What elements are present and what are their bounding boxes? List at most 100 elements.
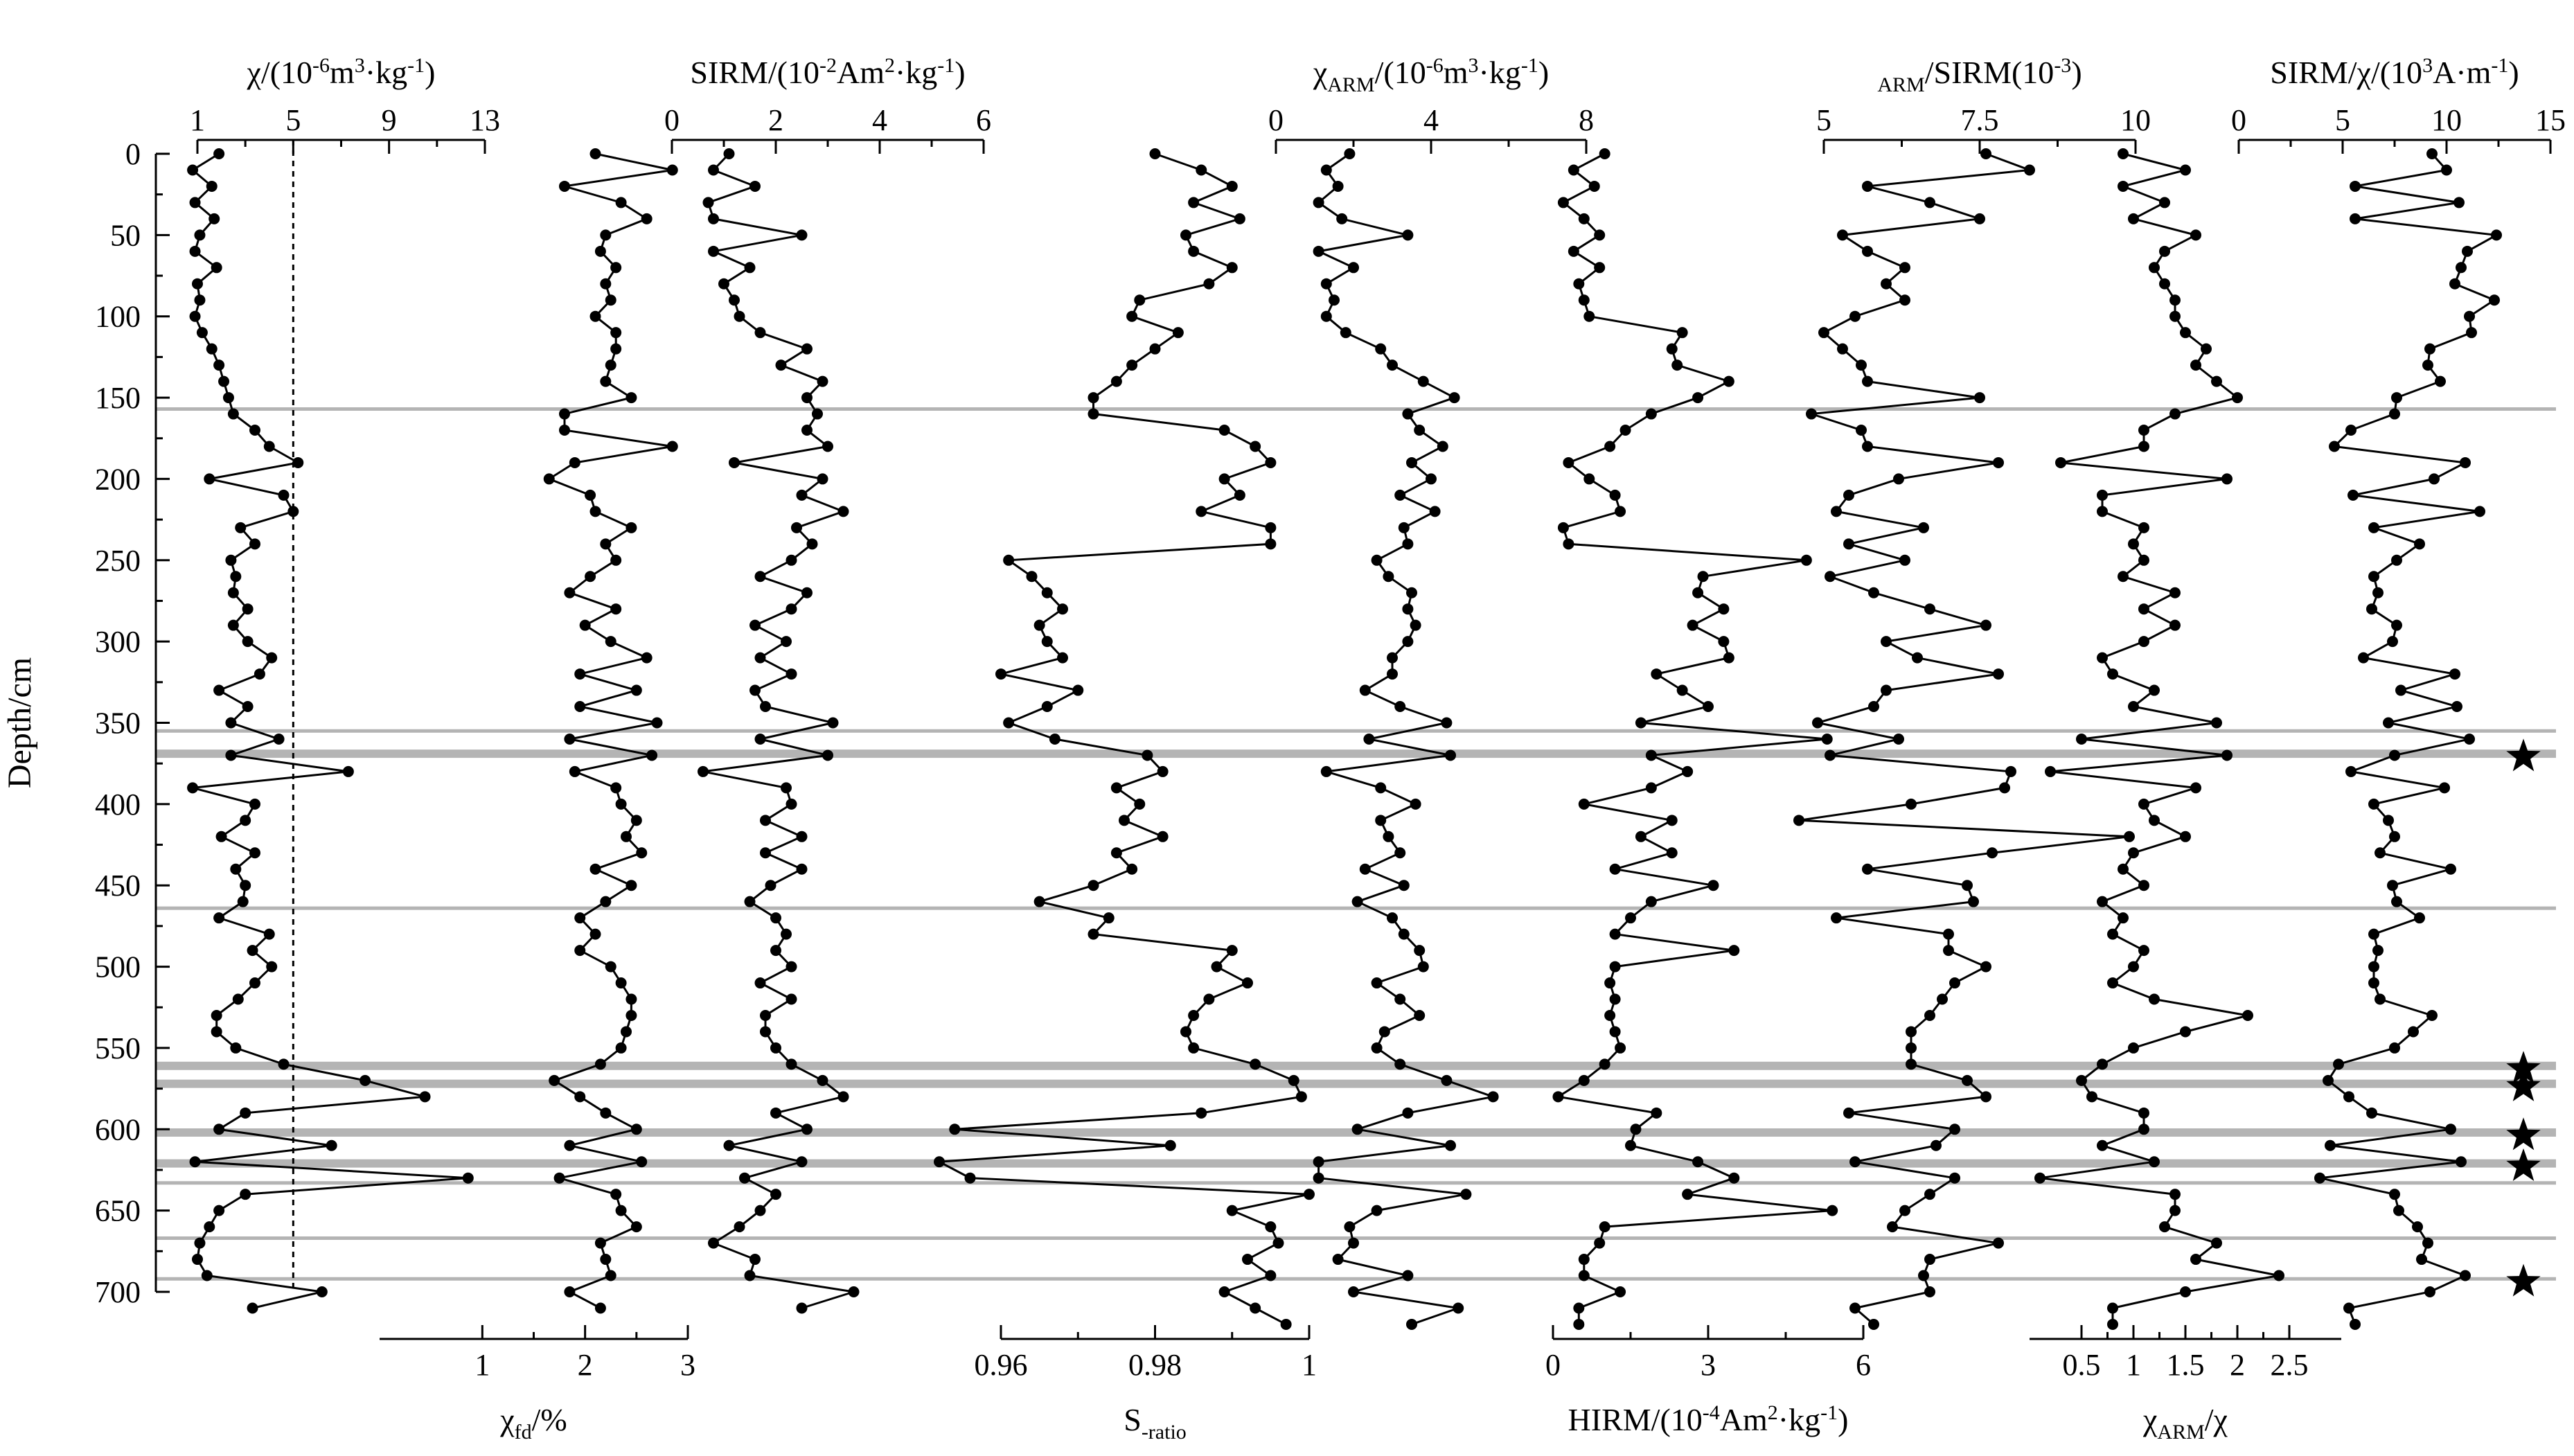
data-point (1831, 506, 1842, 517)
data-point (2460, 456, 2471, 468)
data-point (2138, 441, 2149, 452)
data-point (749, 684, 761, 696)
data-point (247, 945, 258, 957)
data-point (192, 278, 203, 290)
data-point (1881, 636, 1892, 648)
data-point (744, 896, 756, 907)
data-point (574, 701, 586, 713)
data-point (1899, 294, 1910, 306)
data-point (2389, 1042, 2400, 1054)
data-point (225, 554, 237, 566)
data-point (2169, 408, 2181, 420)
data-point (1974, 392, 1985, 404)
data-point (1188, 197, 1200, 208)
data-point (1103, 912, 1115, 924)
data-point (1033, 619, 1045, 631)
data-point (822, 441, 833, 452)
data-point (2138, 603, 2149, 615)
data-point (2118, 912, 2129, 924)
data-point (723, 148, 735, 159)
data-point (708, 245, 719, 257)
data-point (610, 262, 622, 274)
data-point (1868, 587, 1879, 598)
data-point (1242, 1254, 1253, 1266)
axis-tick-label: 13 (470, 103, 500, 137)
data-point (708, 1237, 719, 1249)
data-point (1313, 245, 1324, 257)
data-point (2375, 993, 2386, 1005)
data-point (1288, 1074, 1299, 1086)
data-point (605, 1270, 616, 1281)
data-point (1893, 473, 1904, 485)
data-point (249, 538, 260, 550)
data-point (2107, 668, 2118, 680)
data-point (1594, 229, 1606, 241)
data-point (1371, 1205, 1383, 1216)
data-point (1635, 717, 1647, 729)
data-point (2414, 538, 2425, 550)
data-point (1578, 1074, 1590, 1086)
axis-4: 0 4 8 χARM​/(10-6​m3​·kg-1​) (1268, 54, 1594, 154)
data-point (1041, 587, 1053, 598)
data-point (1057, 603, 1068, 615)
data-point (1437, 441, 1448, 452)
data-point (781, 928, 792, 940)
data-point (1359, 863, 1371, 875)
depth-axis: 0 50 100 150 200 250 300 350 400 450 500 550 600 650 7… (1, 137, 170, 1309)
data-point (1723, 375, 1734, 387)
data-point (2128, 213, 2139, 224)
data-point (1242, 977, 1253, 989)
data-point (754, 1205, 766, 1216)
data-point (1568, 164, 1579, 176)
data-point (1344, 1221, 1356, 1233)
data-point (1924, 1254, 1935, 1266)
series-0 (187, 140, 474, 1314)
data-point (1402, 538, 1414, 550)
data-point (822, 749, 833, 761)
data-point (785, 603, 797, 615)
axis-title: S-ratio (1124, 1402, 1187, 1444)
depth-tick-label: 200 (95, 462, 141, 496)
data-point (213, 1205, 225, 1216)
data-point (1862, 863, 1873, 875)
data-point (2097, 506, 2108, 517)
data-point (1609, 1026, 1621, 1038)
data-point (2138, 945, 2149, 957)
data-point (1265, 538, 1277, 550)
data-point (749, 180, 761, 192)
data-point (1320, 164, 1332, 176)
data-point (1557, 522, 1569, 533)
data-point (1594, 262, 1606, 274)
data-point (1599, 148, 1610, 159)
data-point (230, 1042, 242, 1054)
data-point (610, 554, 622, 566)
data-point (266, 652, 278, 664)
data-point (2358, 652, 2369, 664)
data-point (1188, 1042, 1200, 1054)
data-point (785, 554, 797, 566)
data-point (201, 1270, 213, 1281)
data-point (1453, 1302, 1464, 1314)
data-point (574, 1091, 586, 1103)
data-point (2211, 717, 2222, 729)
data-point (569, 456, 580, 468)
data-point (240, 1189, 251, 1200)
axis-title: χARM​/χ (2142, 1402, 2228, 1444)
data-point (1142, 749, 1153, 761)
axis-title: χARM​/(10-6​m3​·kg-1​) (1313, 54, 1549, 96)
data-point (2366, 603, 2377, 615)
data-point (1645, 749, 1657, 761)
data-point (2329, 441, 2340, 452)
data-point (775, 359, 787, 371)
data-point (2464, 733, 2475, 745)
axis-tick-label: 2 (768, 103, 783, 137)
data-point (564, 733, 576, 745)
data-point (1827, 1205, 1838, 1216)
data-point (1625, 912, 1636, 924)
data-point (1320, 278, 1332, 290)
data-point (1666, 847, 1678, 859)
data-point (2097, 896, 2108, 907)
data-point (2368, 798, 2379, 810)
data-point (2169, 1205, 2181, 1216)
